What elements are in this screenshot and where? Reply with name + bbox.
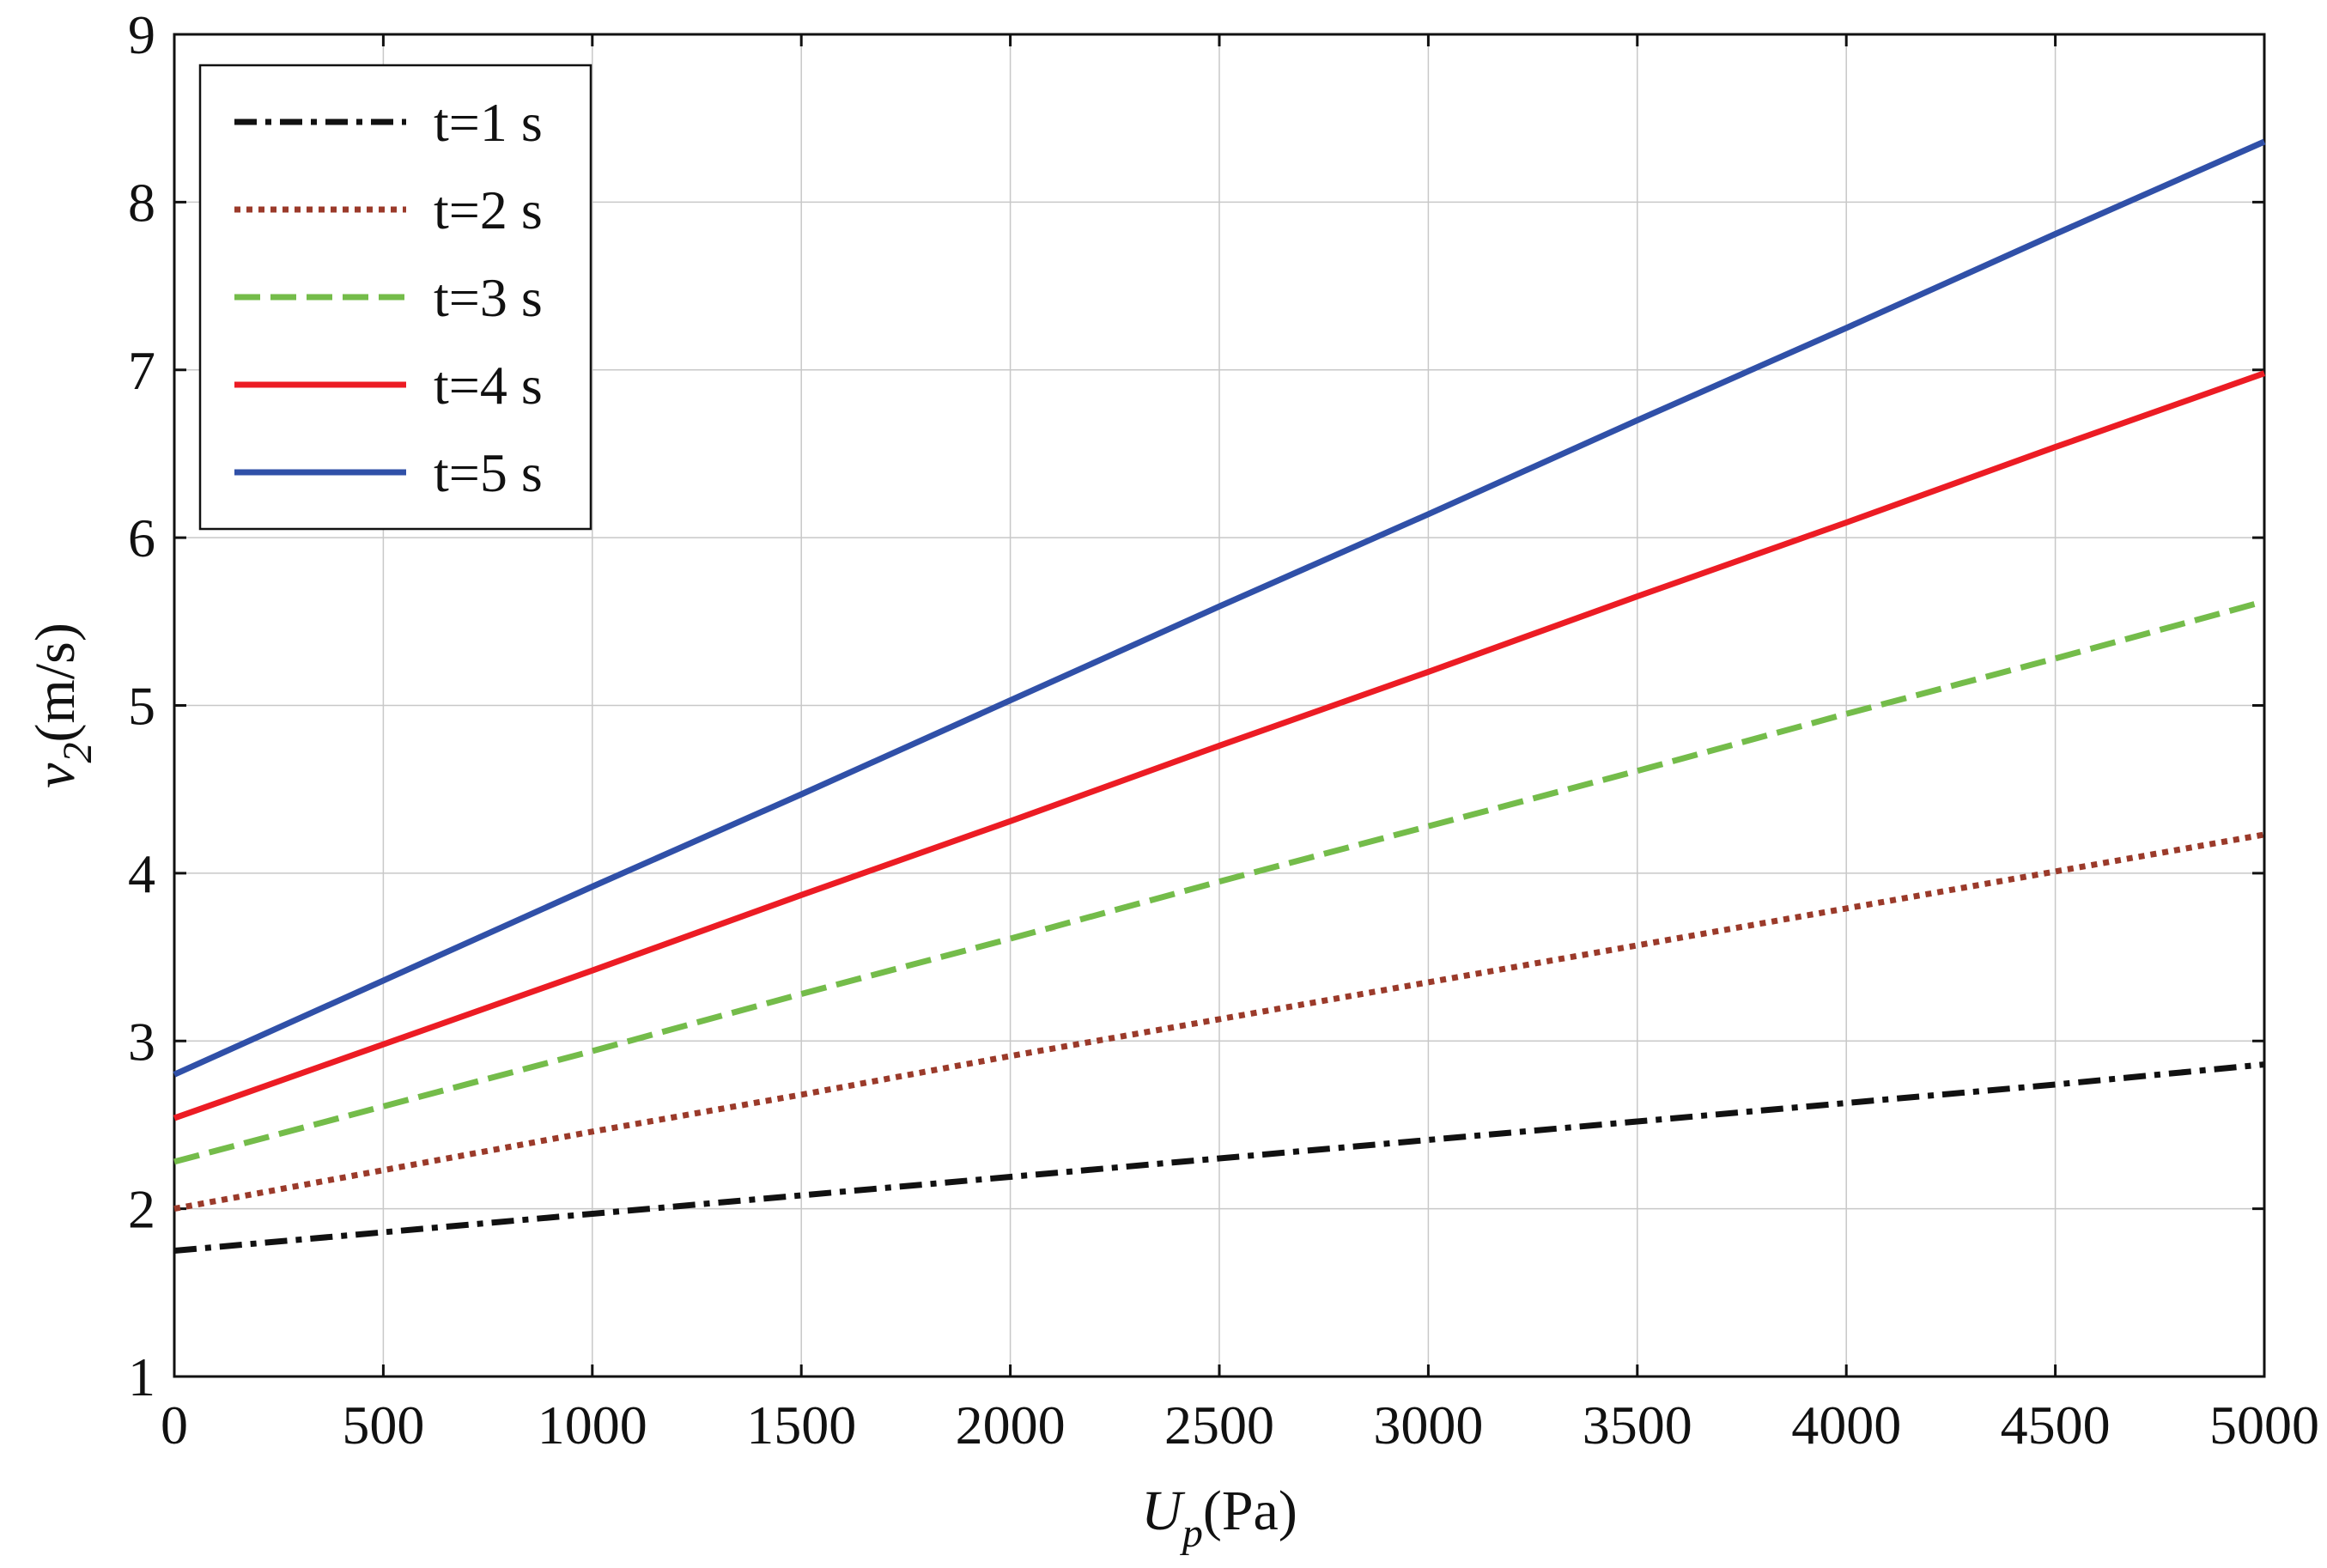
legend-label: t=4 s <box>434 355 543 416</box>
x-tick-label: 4000 <box>1791 1395 1901 1456</box>
y-tick-labels: 1 2 3 4 5 6 7 8 9 <box>128 4 155 1407</box>
x-axis-label-sub: p <box>1180 1510 1203 1556</box>
y-tick-label: 9 <box>128 4 155 65</box>
x-axis-label: Up(Pa) <box>1141 1480 1297 1556</box>
series-line-t-5-s <box>173 138 2266 1078</box>
x-tick-label: 3000 <box>1373 1395 1483 1456</box>
y-tick-label: 2 <box>128 1179 155 1240</box>
x-tick-label: 5000 <box>2209 1395 2319 1456</box>
series-lines <box>173 138 2266 1254</box>
x-tick-label: 0 <box>161 1395 188 1456</box>
y-axis-label-main: v <box>24 763 87 788</box>
y-axis-label-sub: 2 <box>55 743 100 763</box>
x-axis-label-unit: (Pa) <box>1203 1480 1297 1542</box>
x-tick-label: 1000 <box>538 1395 647 1456</box>
y-tick-label: 1 <box>128 1346 155 1407</box>
x-tick-label: 1500 <box>746 1395 856 1456</box>
legend-label: t=3 s <box>434 267 543 328</box>
legend-label: t=5 s <box>434 442 543 503</box>
y-tick-label: 5 <box>128 676 155 737</box>
grid-lines <box>174 34 2264 1377</box>
y-axis-label: v2(m/s) <box>24 623 100 788</box>
series-line-t-4-s <box>173 370 2266 1121</box>
x-tick-label: 3500 <box>1583 1395 1692 1456</box>
y-tick-label: 8 <box>128 172 155 233</box>
series-line-t-2-s <box>173 831 2265 1212</box>
series-line-t-1-s <box>173 1061 2265 1254</box>
y-tick-label: 6 <box>128 507 155 568</box>
x-tick-label: 2000 <box>956 1395 1066 1456</box>
x-tick-label: 2500 <box>1164 1395 1274 1456</box>
legend-label: t=1 s <box>434 92 543 153</box>
y-axis-label-unit: (m/s) <box>24 623 87 742</box>
axis-ticks <box>173 33 2266 1378</box>
x-axis-label-main: U <box>1141 1480 1186 1542</box>
legend: t=1 s t=2 s t=3 s t=4 s t=5 s <box>198 64 592 531</box>
y-tick-label: 4 <box>128 843 155 904</box>
y-tick-label: 3 <box>128 1011 155 1072</box>
legend-label: t=2 s <box>434 179 543 240</box>
y-tick-label: 7 <box>128 340 155 401</box>
x-tick-label: 4500 <box>2001 1395 2111 1456</box>
legend-entries: t=1 s t=2 s t=3 s t=4 s t=5 s <box>234 92 543 503</box>
x-tick-labels: 0 500 1000 1500 2000 2500 3000 3500 4000 4500 5000 <box>161 1395 2319 1456</box>
x-tick-label: 500 <box>342 1395 424 1456</box>
